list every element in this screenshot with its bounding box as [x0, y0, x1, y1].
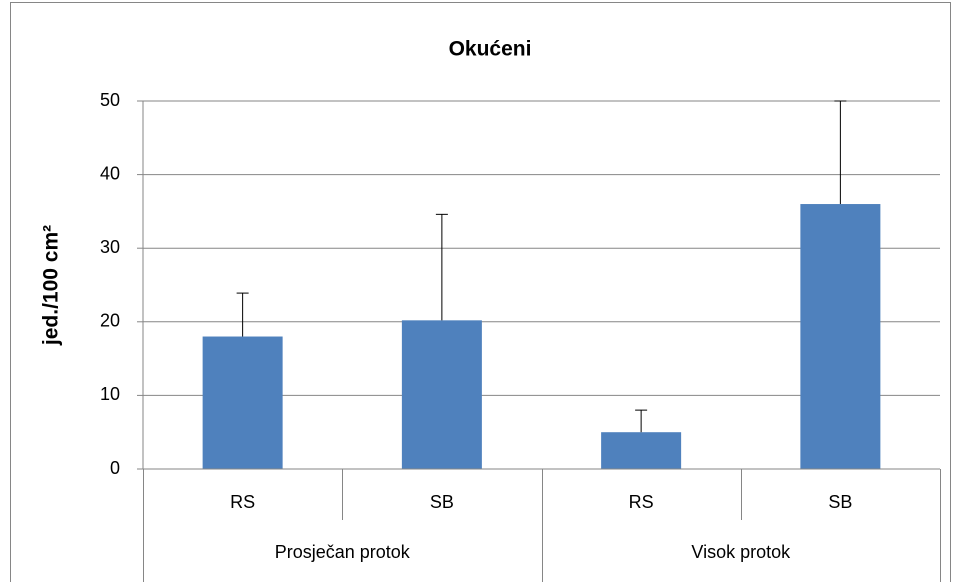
group-label: Visok protok	[691, 542, 791, 562]
bar	[800, 204, 881, 470]
chart-title: Okućeni	[449, 38, 532, 61]
group-label: Prosječan protok	[275, 542, 411, 562]
x-tick-label: SB	[828, 492, 852, 512]
bar	[202, 336, 283, 469]
y-tick-label: 40	[100, 163, 120, 183]
bar	[601, 432, 682, 469]
y-tick-label: 30	[100, 237, 120, 257]
y-tick-label: 50	[100, 90, 120, 110]
y-tick-label: 10	[100, 384, 120, 404]
y-tick-label: 20	[100, 311, 120, 331]
x-tick-label: RS	[629, 492, 654, 512]
y-axis-label: jed./100 cm²	[40, 225, 63, 346]
bar	[401, 320, 482, 469]
y-tick-label: 0	[110, 458, 120, 478]
chart-border	[10, 2, 951, 582]
x-tick-label: SB	[430, 492, 454, 512]
x-tick-label: RS	[230, 492, 255, 512]
